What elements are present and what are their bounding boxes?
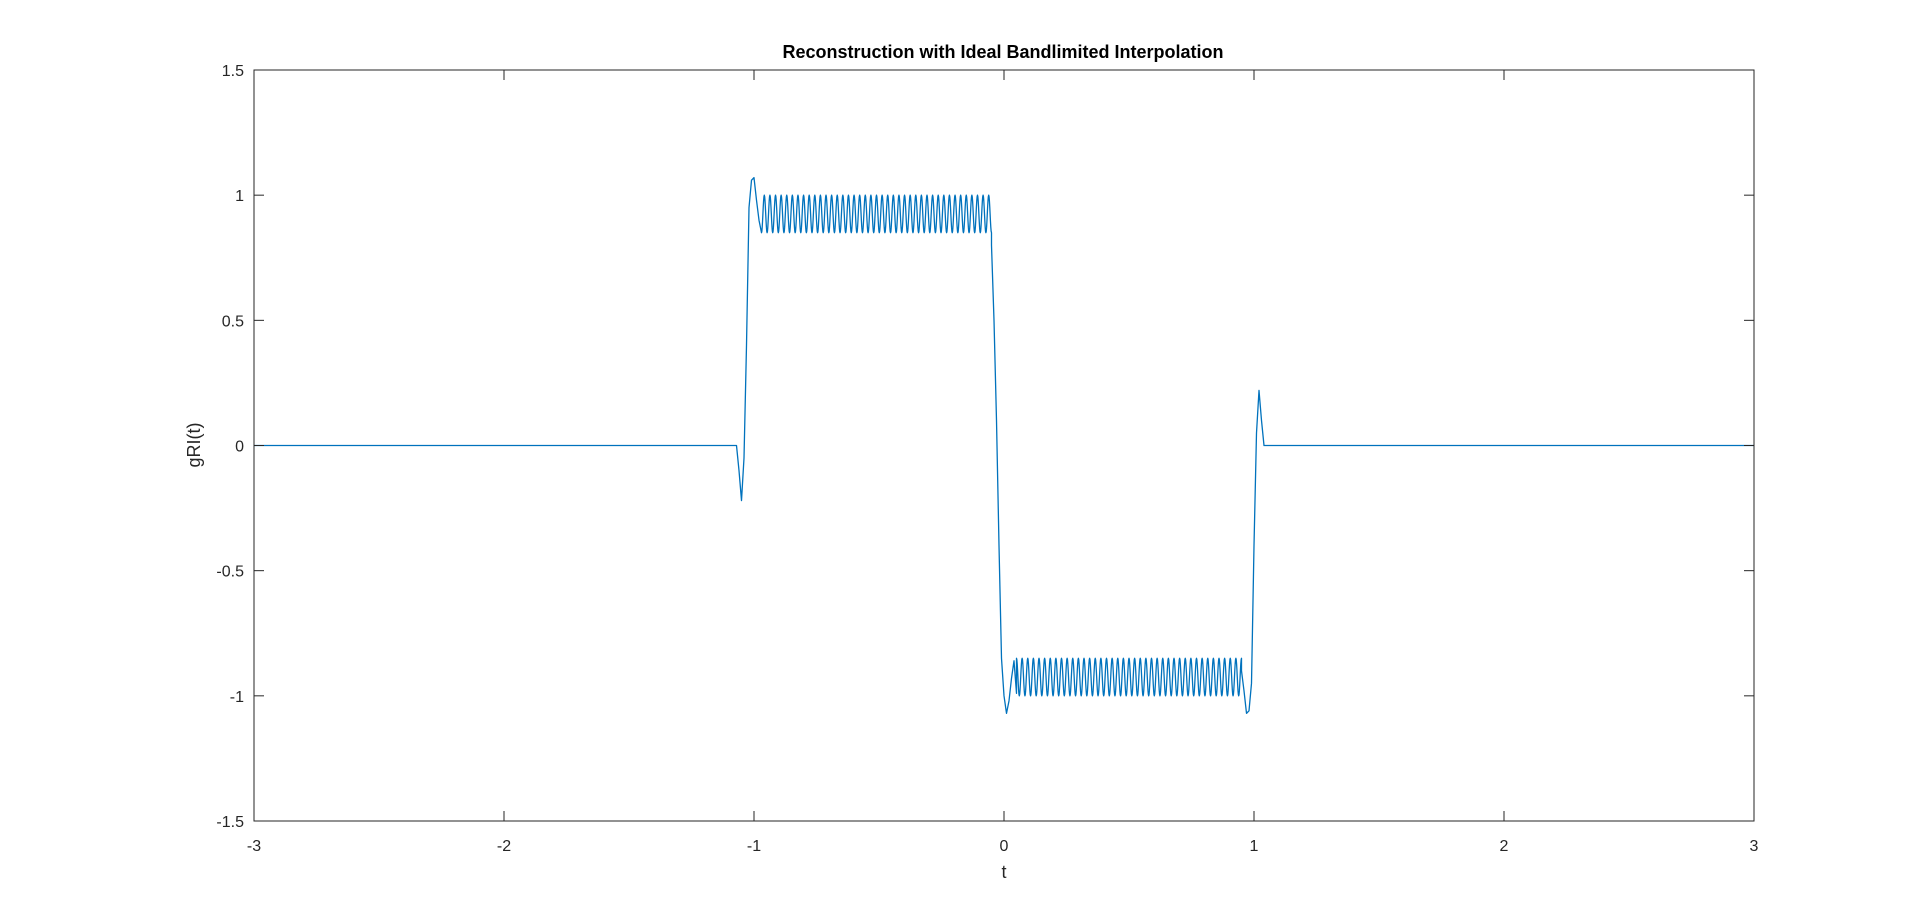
x-tick-label: 2 (1500, 838, 1509, 855)
y-tick-label: 1.5 (222, 63, 244, 80)
y-tick-label: 0 (235, 439, 244, 456)
x-tick-label: 3 (1750, 838, 1759, 855)
x-tick-label: 0 (1000, 838, 1009, 855)
series-line-gRI (254, 176, 1754, 715)
y-tick-label: -1 (230, 689, 244, 706)
x-axis: -3 -2 -1 0 1 2 3 (247, 70, 1759, 855)
y-axis: -1.5 -1 -0.5 0 0.5 1 1.5 (216, 63, 1754, 831)
plot-area (253, 69, 1755, 822)
x-tick-label: 1 (1250, 838, 1259, 855)
y-tick-label: 1 (235, 188, 244, 205)
y-tick-label: 0.5 (222, 313, 244, 330)
x-tick-label: -1 (747, 838, 761, 855)
x-axis-label: t (1001, 862, 1006, 882)
y-axis-label: gRI(t) (184, 423, 204, 468)
x-tick-label: -3 (247, 838, 261, 855)
chart-title: Reconstruction with Ideal Bandlimited In… (782, 42, 1223, 62)
y-tick-label: -0.5 (216, 564, 244, 581)
x-tick-label: -2 (497, 838, 511, 855)
y-tick-label: -1.5 (216, 814, 244, 831)
